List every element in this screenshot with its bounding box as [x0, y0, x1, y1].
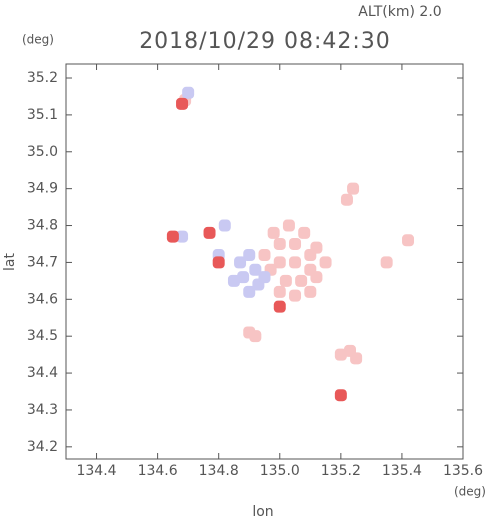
echo-point: [212, 256, 225, 269]
echo-point: [258, 249, 271, 262]
y-axis-label: lat: [2, 253, 18, 271]
echo-point: [289, 256, 302, 269]
y-tick-label: 34.7: [27, 254, 58, 270]
x-axis-label: lon: [252, 504, 273, 520]
echo-point: [166, 230, 179, 243]
echo-point: [273, 300, 286, 313]
echo-point: [234, 256, 247, 269]
echo-point: [289, 237, 302, 250]
echo-point: [273, 256, 286, 269]
x-tick-label: 134.6: [138, 463, 178, 479]
echo-point: [334, 389, 347, 402]
plot-area: [166, 86, 415, 402]
echo-point: [347, 182, 360, 195]
x-tick-label: 135.0: [260, 463, 300, 479]
y-tick-label: 34.4: [27, 365, 58, 381]
echo-point: [350, 352, 363, 365]
echo-point: [304, 285, 317, 298]
y-tick-label: 34.5: [27, 328, 58, 344]
echo-point: [273, 237, 286, 250]
echo-point: [319, 256, 332, 269]
echo-point: [203, 226, 216, 239]
echo-point: [176, 230, 189, 243]
echo-point: [227, 274, 240, 287]
echo-point: [310, 241, 323, 254]
echo-point: [282, 219, 295, 232]
y-tick-label: 34.2: [27, 439, 58, 455]
echo-point: [176, 97, 189, 110]
x-unit: (deg): [454, 485, 486, 499]
echo-point: [218, 219, 231, 232]
x-tick-label: 135.6: [443, 463, 483, 479]
x-tick-label: 135.4: [382, 463, 422, 479]
echo-point: [310, 271, 323, 284]
y-tick-label: 34.8: [27, 218, 58, 234]
echo-point: [273, 285, 286, 298]
y-tick-label: 34.9: [27, 181, 58, 197]
echo-point: [243, 249, 256, 262]
chart-title: 2018/10/29 08:42:30: [139, 29, 391, 54]
echo-point: [243, 285, 256, 298]
echo-point: [182, 86, 195, 99]
y-tick-label: 34.3: [27, 402, 58, 418]
echo-point: [289, 289, 302, 302]
y-tick-label: 35.0: [27, 144, 58, 160]
echo-point: [340, 193, 353, 206]
echo-point: [402, 234, 415, 247]
altitude: ALT(km) 2.0: [358, 4, 441, 20]
echo-point: [258, 271, 271, 284]
y-tick-label: 35.1: [27, 107, 58, 123]
x-tick-label: 135.2: [321, 463, 361, 479]
echo-point: [334, 348, 347, 361]
echo-point: [279, 274, 292, 287]
echo-point: [298, 226, 311, 239]
y-tick-label: 34.6: [27, 291, 58, 307]
echo-point: [380, 256, 393, 269]
y-unit: (deg): [22, 33, 54, 47]
plot-frame: [65, 63, 464, 460]
echo-point: [249, 263, 262, 276]
echo-point: [249, 330, 262, 343]
echo-point: [267, 226, 280, 239]
echo-point: [237, 271, 250, 284]
x-tick-label: 134.8: [199, 463, 239, 479]
y-tick-label: 35.2: [27, 70, 58, 86]
x-tick-label: 134.4: [76, 463, 116, 479]
echo-point: [295, 274, 308, 287]
